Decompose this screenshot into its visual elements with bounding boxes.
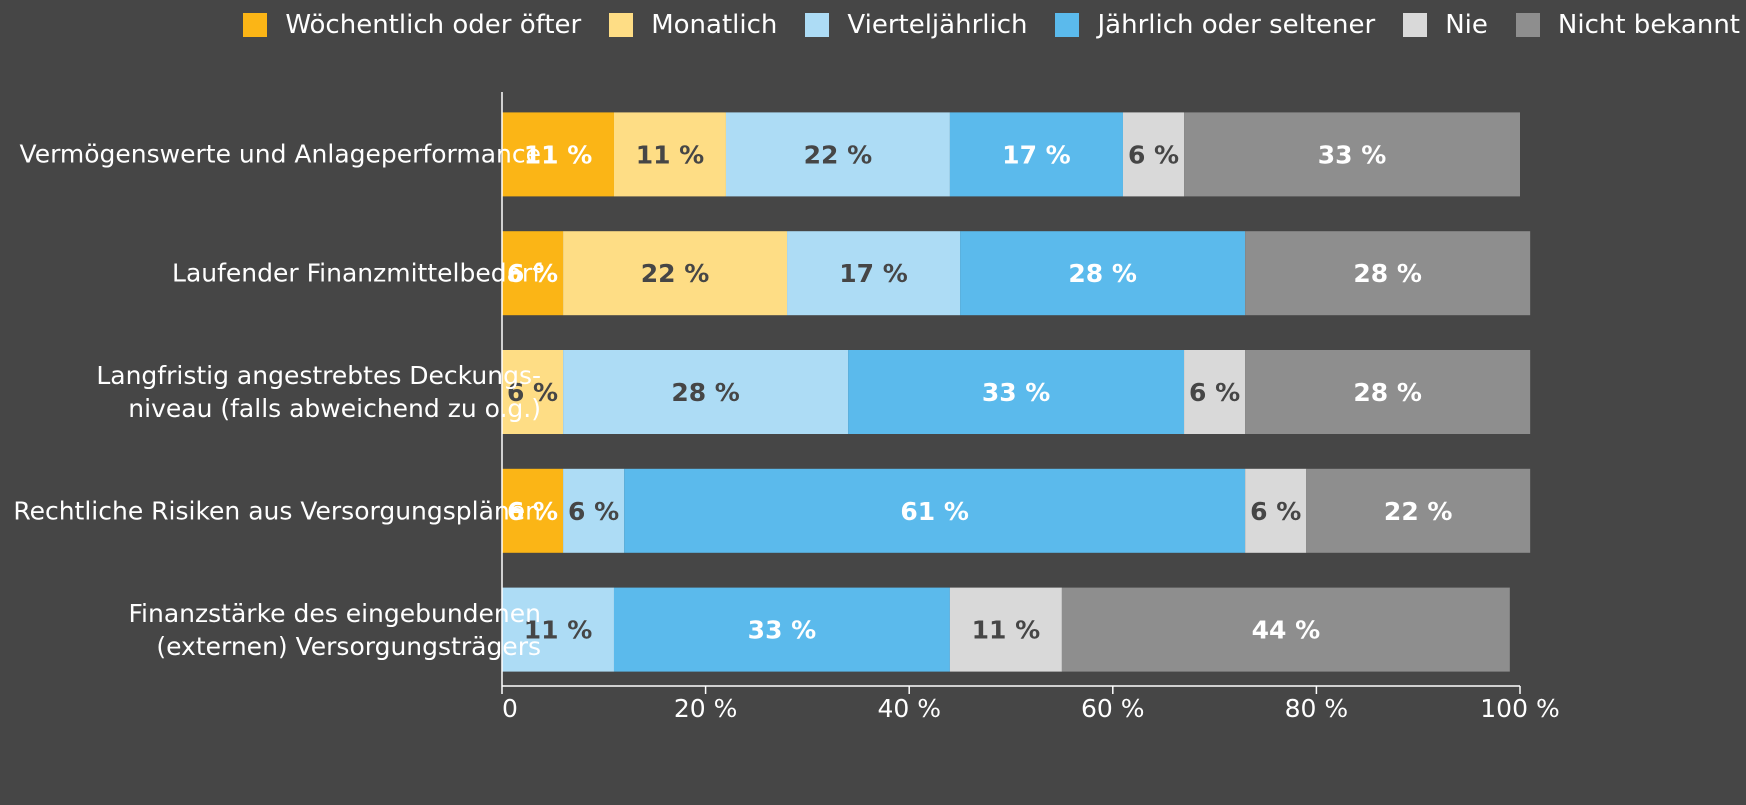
bar-segment: [563, 350, 849, 434]
data-label: 6 %: [1189, 378, 1240, 407]
legend-swatch: [609, 13, 634, 37]
data-label: 6 %: [568, 497, 619, 526]
bar-segment: [502, 350, 564, 434]
bar-segment: [613, 587, 950, 672]
x-tick-label: 20 %: [674, 694, 738, 723]
legend-label: Nicht bekannt: [1557, 10, 1740, 40]
data-label: 6 %: [507, 378, 558, 407]
bar-segment: [624, 468, 1246, 553]
data-label: 22 %: [641, 259, 710, 288]
bar-segment: [848, 350, 1185, 434]
y-tick-label: Vermögenswerte und Anlageperformance: [19, 139, 541, 169]
bar-segment: [1061, 587, 1510, 672]
y-tick-label: Langfristig angestrebtes Deckungs- nivea…: [96, 361, 541, 423]
bar-segment: [1184, 112, 1520, 197]
legend-label: Wöchentlich oder öfter: [285, 10, 582, 40]
x-tick-label: 0: [502, 694, 518, 723]
legend-swatch: [243, 13, 268, 37]
data-label: 22 %: [804, 140, 873, 169]
legend-swatch: [1515, 13, 1540, 37]
bar-segment: [725, 112, 950, 197]
data-label: 22 %: [1384, 497, 1453, 526]
bar-segment: [1184, 350, 1246, 434]
data-label: 33 %: [1318, 140, 1387, 169]
legend-item: Nie: [1403, 10, 1488, 40]
data-label: 11 %: [524, 616, 593, 645]
legend-swatch: [1055, 13, 1080, 37]
bar-segment: [949, 112, 1123, 197]
data-label: 28 %: [1353, 259, 1422, 288]
bar-segment: [502, 112, 614, 197]
x-tick-label: 60 %: [1081, 694, 1145, 723]
legend: Wöchentlich oder öfter Monatlich Vierteljä…: [243, 10, 1740, 40]
legend-label: Jährlich oder seltener: [1097, 10, 1376, 40]
data-label: 6 %: [507, 497, 558, 526]
bar-segment: [787, 231, 961, 316]
data-label: 28 %: [671, 378, 740, 407]
legend-swatch: [805, 13, 830, 37]
bar-segment: [1122, 112, 1185, 197]
data-label: 17 %: [839, 259, 908, 288]
data-label: 11 %: [524, 140, 593, 169]
legend-swatch: [1403, 13, 1428, 37]
bar-segment: [1245, 231, 1531, 316]
legend-label: Vierteljährlich: [847, 10, 1028, 40]
bar-segment: [563, 231, 788, 316]
bar-segment: [1245, 350, 1531, 434]
x-tick-label: 40 %: [877, 694, 941, 723]
legend-item: Jährlich oder seltener: [1055, 10, 1375, 40]
bar-segment: [949, 587, 1062, 672]
data-label: 6 %: [1250, 497, 1301, 526]
bar-segment: [613, 112, 726, 197]
y-tick-label: Rechtliche Risiken aus Versorgungsplänen: [13, 496, 541, 526]
data-label: 11 %: [972, 616, 1041, 645]
data-label: 33 %: [982, 378, 1051, 407]
x-tick-label: 80 %: [1285, 694, 1349, 723]
bar-segment: [502, 468, 564, 553]
data-label: 28 %: [1068, 259, 1137, 288]
x-tick-label: 100 %: [1480, 694, 1559, 723]
legend-item: Monatlich: [609, 10, 777, 40]
data-label: 44 %: [1252, 616, 1321, 645]
bar-segment: [502, 231, 564, 316]
data-label: 17 %: [1002, 140, 1071, 169]
y-tick-label: Finanzstärke des eingebundenen (externen…: [128, 598, 542, 661]
data-label: 11 %: [636, 140, 705, 169]
legend-item: Nicht bekannt: [1515, 10, 1740, 40]
data-label: 33 %: [748, 616, 817, 645]
legend-label: Nie: [1445, 10, 1488, 40]
legend-item: Wöchentlich oder öfter: [243, 10, 581, 40]
bar-segment: [502, 587, 614, 672]
data-label: 28 %: [1353, 378, 1422, 407]
data-label: 61 %: [900, 497, 969, 526]
data-label: 6 %: [1128, 140, 1179, 169]
bar-segment: [1245, 468, 1307, 553]
data-label: 6 %: [507, 259, 558, 288]
bar-segment: [563, 468, 625, 553]
legend-item: Vierteljährlich: [805, 10, 1027, 40]
legend-label: Monatlich: [651, 10, 778, 40]
bar-segment: [960, 231, 1246, 316]
bar-segment: [1306, 468, 1531, 553]
y-tick-label: Laufender Finanzmittelbedarf: [172, 258, 541, 288]
